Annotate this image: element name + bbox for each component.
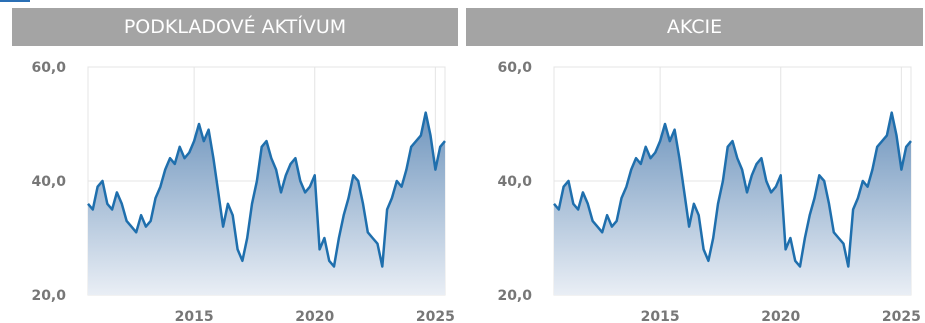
underlying-asset-chart: 20,0 40,0 60,0 2015 2020 2025	[31, 60, 455, 323]
y-tick-label: 60,0	[31, 60, 66, 76]
series-line	[87, 111, 446, 268]
y-tick-label: 40,0	[31, 174, 66, 190]
x-tick-label: 2025	[882, 309, 921, 323]
x-tick-label: 2020	[295, 309, 334, 323]
y-tick-label: 60,0	[497, 60, 532, 76]
x-tick-label: 2015	[175, 309, 214, 323]
panel-underlying-asset: PODKLADOVÉ AKTÍVUM 20,0 40,0 60,0 2015 2020 2…	[0, 8, 458, 323]
panel-title: AKCIE	[466, 8, 923, 46]
panel-title: PODKLADOVÉ AKTÍVUM	[12, 8, 458, 46]
x-tick-label: 2020	[761, 309, 800, 323]
y-tick-label: 20,0	[497, 288, 532, 304]
y-tick-label: 40,0	[497, 174, 532, 190]
shares-chart: 20,0 40,0 60,0 2015 2020 2025	[497, 60, 921, 323]
x-tick-label: 2015	[641, 309, 680, 323]
panel-shares: AKCIE 20,0 40,0 60,0 2015 2020 2025	[466, 8, 924, 323]
x-tick-label: 2025	[416, 309, 455, 323]
top-accent-line	[0, 0, 30, 6]
y-tick-label: 20,0	[31, 288, 66, 304]
series-line	[553, 111, 912, 268]
